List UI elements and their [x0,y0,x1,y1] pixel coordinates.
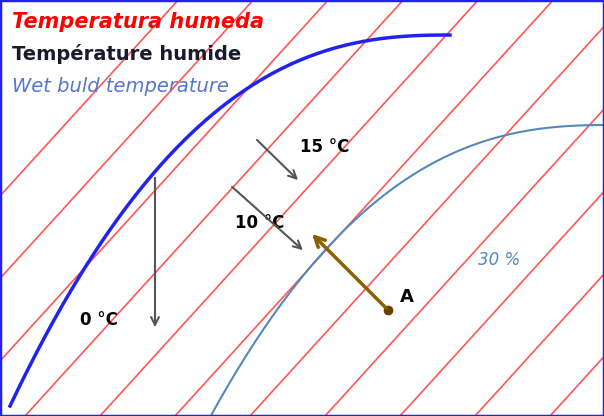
Text: 10 °C: 10 °C [235,214,284,232]
Text: Temperatura humeda: Temperatura humeda [12,12,264,32]
Text: Wet buld temperature: Wet buld temperature [12,77,229,96]
Text: 15 °C: 15 °C [300,138,349,156]
Text: A: A [400,288,414,306]
Text: Température humide: Température humide [12,44,241,64]
Text: 0 °C: 0 °C [80,311,118,329]
Text: 30 %: 30 % [478,251,520,269]
